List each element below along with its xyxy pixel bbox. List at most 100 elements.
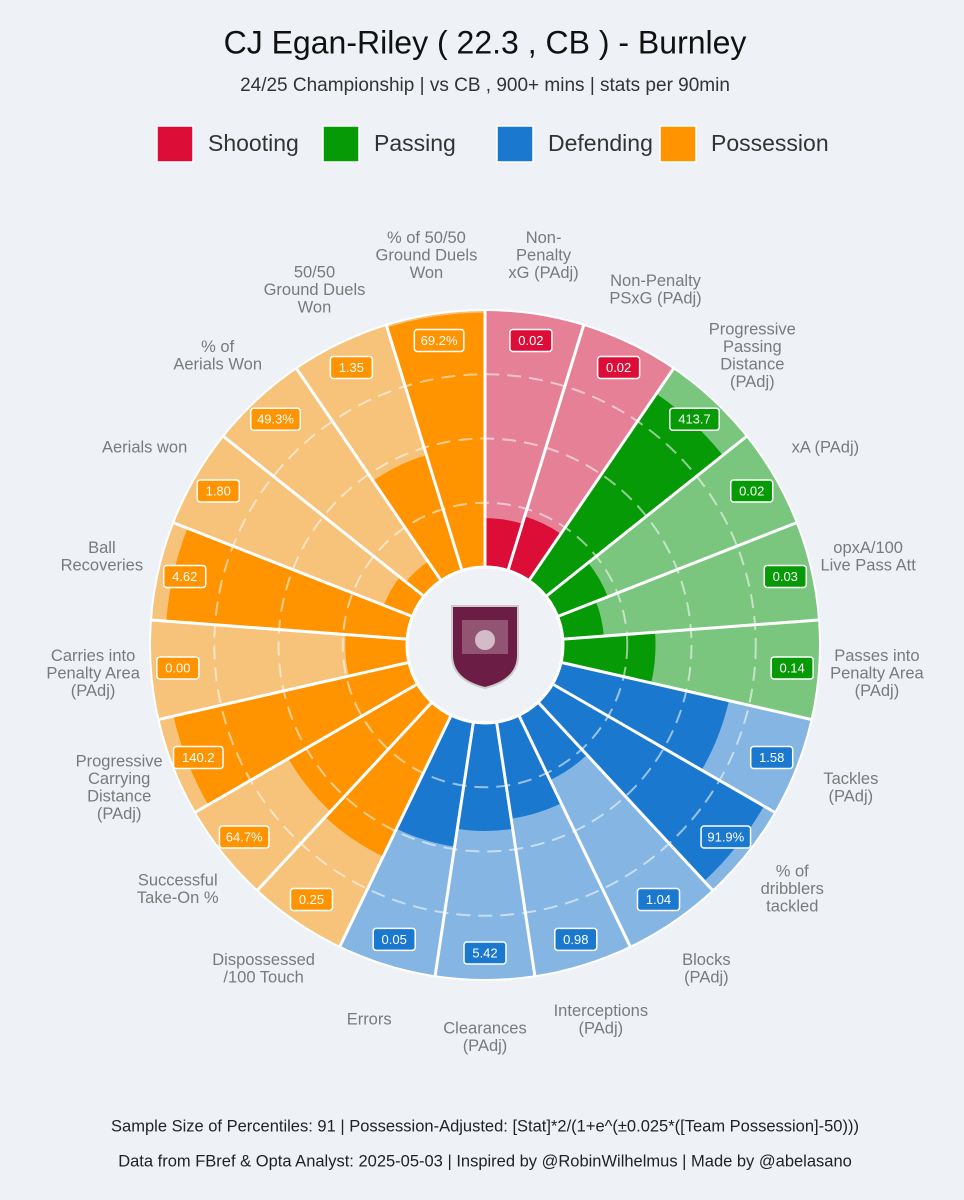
slice-separator (517, 714, 632, 948)
category-label: Successful Take-On % (137, 872, 219, 908)
category-label: 50/50 Ground Duels Won (264, 264, 366, 317)
slice (545, 562, 608, 617)
legend-swatch (156, 125, 194, 163)
value-box (509, 328, 553, 353)
value-box (729, 479, 774, 503)
value-label: 0.25 (299, 892, 324, 907)
value-label: 1.58 (759, 750, 784, 765)
footer-line: Sample Size of Percentiles: 91 | Possess… (111, 1117, 859, 1135)
category-label: Blocks (PAdj) (682, 951, 731, 987)
value-label: 64.7% (226, 829, 263, 844)
slice-background (507, 324, 674, 581)
value-box (372, 927, 416, 952)
club-logo (405, 565, 565, 725)
value-box (218, 825, 270, 849)
legend-label: Defending (548, 130, 653, 156)
value-label: 1.80 (206, 483, 231, 498)
value-label: 413.7 (678, 412, 711, 427)
slice-separator (551, 682, 776, 814)
slice-separator (495, 721, 537, 977)
value-label: 0.00 (165, 660, 190, 675)
slice (396, 715, 474, 847)
slice (485, 518, 523, 571)
slice (173, 662, 418, 805)
value-label: 0.02 (739, 483, 764, 498)
value-box (700, 825, 752, 849)
category-label: % of 50/50 Ground Duels Won (376, 229, 478, 282)
slice (561, 632, 656, 683)
value-label: 0.02 (518, 333, 543, 348)
category-label: Clearances (PAdj) (443, 1020, 526, 1056)
slice-separator (384, 324, 464, 571)
legend-label: Shooting (208, 130, 299, 156)
slice-separator (158, 660, 410, 722)
value-box (763, 564, 808, 589)
slice-separator (506, 324, 586, 571)
value-box (162, 564, 207, 589)
value-label: 49.3% (257, 412, 294, 427)
value-label: 0.05 (382, 932, 407, 947)
slice-separator (536, 701, 714, 892)
value-label: 140.2 (182, 750, 215, 765)
value-label: 0.98 (563, 932, 588, 947)
slice-separator (150, 618, 408, 641)
value-box (668, 407, 720, 431)
slice-separator (557, 521, 798, 618)
value-box (749, 745, 794, 770)
category-label: Progressive Carrying Distance (PAdj) (76, 753, 163, 824)
legend-label: Passing (374, 130, 456, 156)
category-label: % of Aerials Won (173, 339, 262, 375)
category-label: Carries into Penalty Area (PAdj) (46, 647, 140, 700)
slice-separator (194, 682, 419, 814)
slice (383, 577, 425, 617)
category-label: Interceptions (PAdj) (554, 1002, 648, 1038)
value-label: 4.62 (172, 569, 197, 584)
slice (457, 722, 513, 831)
value-label: 1.04 (646, 892, 671, 907)
chart-subtitle: 24/25 Championship | vs CB , 900+ mins |… (240, 75, 730, 96)
value-box (463, 941, 507, 965)
value-label: 0.02 (606, 360, 631, 375)
value-box (172, 745, 224, 770)
value-label: 91.9% (707, 829, 744, 844)
slice (288, 684, 432, 812)
slice-separator (545, 434, 748, 598)
slice-separator (433, 721, 475, 977)
value-box (250, 407, 302, 431)
value-box (289, 887, 334, 912)
value-box (636, 887, 681, 912)
category-label: Non-Penalty PSxG (PAdj) (609, 273, 701, 309)
slice (387, 312, 485, 571)
slice-separator (222, 434, 425, 598)
value-box (329, 355, 374, 380)
value-label: 0.14 (779, 660, 804, 675)
legend-swatch (659, 125, 697, 163)
category-label: xA (PAdj) (792, 439, 860, 457)
slice-separator (527, 367, 675, 582)
slice (325, 702, 452, 857)
slice-separator (295, 367, 443, 582)
value-label: 0.03 (773, 569, 798, 584)
value-box (196, 479, 241, 503)
value-box (156, 656, 200, 680)
slice (496, 715, 562, 819)
pizza: 0.02 Non-Penalty xG (PAdj) 0.02 Non-Penalty P… (46, 229, 924, 1055)
slice (166, 528, 413, 640)
slice (518, 702, 587, 781)
grid-ring (213, 373, 757, 917)
category-label: Tackles (PAdj) (823, 770, 878, 806)
slice (557, 601, 604, 640)
legend-label: Possession (711, 130, 829, 156)
category-label: Progressive Passing Distance (PAdj) (709, 321, 796, 392)
category-label: Passes into Penalty Area (PAdj) (830, 647, 924, 700)
legend-swatch (322, 125, 360, 163)
value-label: 69.2% (421, 333, 458, 348)
slice-separator (338, 714, 453, 948)
value-box (413, 328, 465, 353)
slice-separator (562, 618, 820, 641)
legend: Shooting Passing Defending Possession (156, 125, 829, 163)
legend-swatch (496, 125, 534, 163)
value-label: 1.35 (339, 360, 364, 375)
category-label: Non-Penalty xG (PAdj) (508, 229, 578, 282)
